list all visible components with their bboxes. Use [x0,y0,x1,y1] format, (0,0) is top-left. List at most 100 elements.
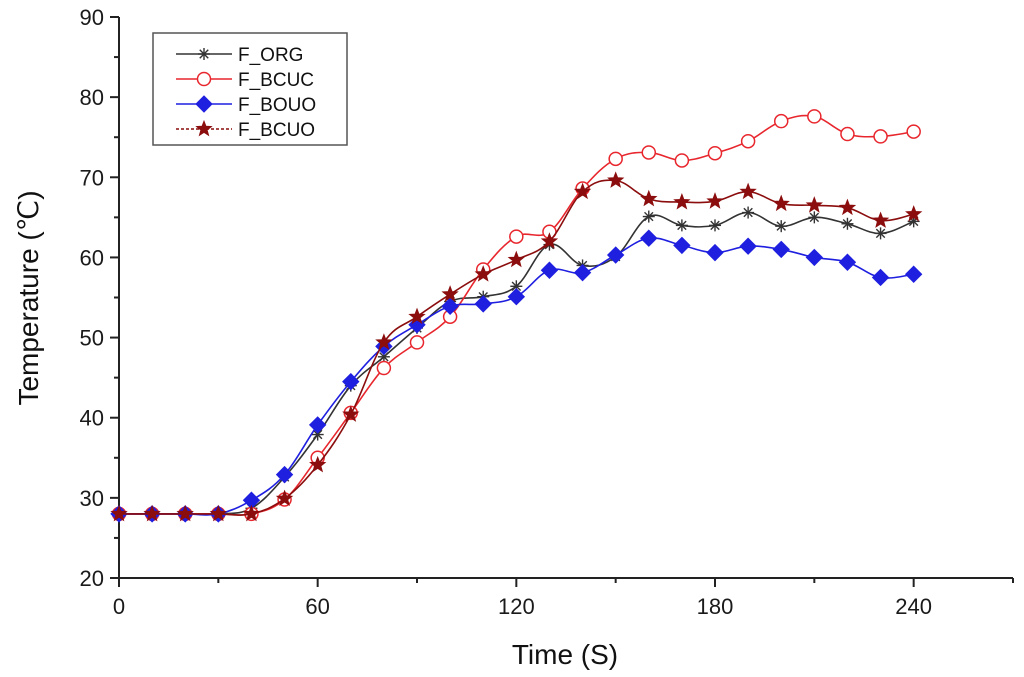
legend-item-f-org: F_ORG [176,45,303,66]
y-axis-title: Temperature (℃) [13,190,44,405]
legend-label: F_BCUO [238,120,315,141]
data-point-f-bouo [342,372,360,391]
axes: 20 30 40 50 60 70 80 90 0 60 120 180 240 [80,5,1014,619]
data-point-f-bcuc [807,109,822,124]
data-point-f-bouo [275,465,294,484]
data-point-f-bouo [474,295,492,313]
x-tick-label: 0 [113,594,125,619]
data-point-f-org [874,227,887,240]
data-point-f-org [709,219,721,232]
data-point-f-bcuo [573,182,592,200]
data-point-f-bouo [673,236,691,255]
data-point-f-bcuc [674,153,690,168]
legend-marker-f-bouo [195,95,213,113]
data-point-f-bouo [838,253,857,271]
legend-marker-f-bcuo [195,119,213,137]
data-point-f-bcuo [673,192,691,210]
data-point-f-bcuc [376,360,392,376]
data-point-f-bcuc [740,133,756,149]
data-point-f-bouo [805,248,824,267]
data-point-f-bouo [706,243,724,262]
series-line-f-bouo [118,237,914,516]
legend-marker-f-org [198,48,210,60]
data-point-f-bcuo [640,189,658,207]
data-point-f-bouo [507,287,526,306]
data-point-f-bcuo [110,504,128,522]
data-point-f-org [642,210,655,223]
data-point-f-bcuo [871,211,890,228]
series-f-bouo [110,229,923,523]
legend-marker-f-bcuc [196,71,212,87]
data-point-f-bcuo [209,504,227,522]
series-layer [110,109,923,523]
data-point-f-bcuo [375,333,393,350]
legend-items: F_ORG F_BCUC F_BOUO F_BCUO [176,45,316,141]
legend-label: F_ORG [238,45,303,66]
legend-label: F_BOUO [238,95,316,116]
data-point-f-bouo [640,229,658,247]
data-point-f-bcuo [540,232,559,249]
data-point-f-bouo [739,237,757,255]
data-point-f-bcuo [309,455,327,473]
data-point-f-bcuo [706,192,724,209]
series-f-bcuo [110,171,923,522]
legend-label: F_BCUC [238,70,314,91]
data-point-f-bouo [573,263,592,282]
data-point-f-org [510,280,523,293]
data-point-f-bcuo [474,265,492,282]
legend-item-f-bcuo: F_BCUO [176,119,315,141]
data-point-f-bcuc [840,126,855,142]
data-point-f-bcuo [143,504,161,522]
data-point-f-bcuo [805,196,823,213]
y-ticks: 20 30 40 50 60 70 80 90 [80,5,119,591]
data-point-f-bcuo [739,182,757,200]
x-ticks: 0 60 120 180 240 [113,578,1014,619]
data-point-f-bcuc [641,145,657,160]
data-point-f-bcuc [608,151,623,167]
x-tick-label: 60 [305,594,329,619]
data-point-f-org [775,220,788,233]
y-tick-label: 90 [80,5,104,30]
data-point-f-bcuo [176,504,194,522]
data-point-f-org [841,217,854,230]
data-point-f-bouo [540,261,559,279]
y-tick-label: 70 [80,165,104,190]
legend-frame [152,32,348,146]
x-axis-title: Time (S) [512,639,618,670]
y-tick-label: 30 [80,486,104,511]
data-point-f-bcuo [242,504,261,522]
x-tick-label: 180 [697,594,734,619]
data-point-f-bouo [772,240,790,259]
data-point-f-bcuo [507,250,525,268]
data-point-f-bcuc [707,145,723,161]
y-tick-label: 60 [80,245,104,270]
y-tick-label: 80 [80,85,104,110]
data-point-f-bouo [871,268,890,287]
y-tick-label: 50 [80,326,104,351]
legend-item-f-bouo: F_BOUO [176,95,316,116]
data-point-f-bcuc [873,129,888,144]
data-point-f-bcuc [509,229,524,244]
data-point-f-bouo [308,416,327,434]
data-point-f-bcuo [838,198,857,216]
x-tick-label: 240 [895,594,932,619]
data-point-f-bcuo [441,285,459,302]
data-point-f-bouo [441,297,459,316]
data-point-f-org [675,219,688,232]
x-tick-label: 120 [498,594,535,619]
y-tick-label: 40 [80,406,104,431]
legend: F_ORG F_BCUC F_BOUO F_BCUO [152,32,348,146]
data-point-f-bcuo [772,194,790,212]
data-point-f-bcuc [906,124,921,139]
series-line-f-bcuc [118,114,914,516]
series-f-bcuc [111,109,921,522]
data-point-f-bouo [904,265,923,283]
data-point-f-bcuo [275,489,294,506]
legend-item-f-bcuc: F_BCUC [176,70,314,91]
data-point-f-bcuo [408,307,426,325]
data-point-f-bcuo [905,205,923,222]
data-point-f-bcuo [607,171,625,188]
data-point-f-org [808,211,821,224]
data-point-f-org [742,206,755,219]
